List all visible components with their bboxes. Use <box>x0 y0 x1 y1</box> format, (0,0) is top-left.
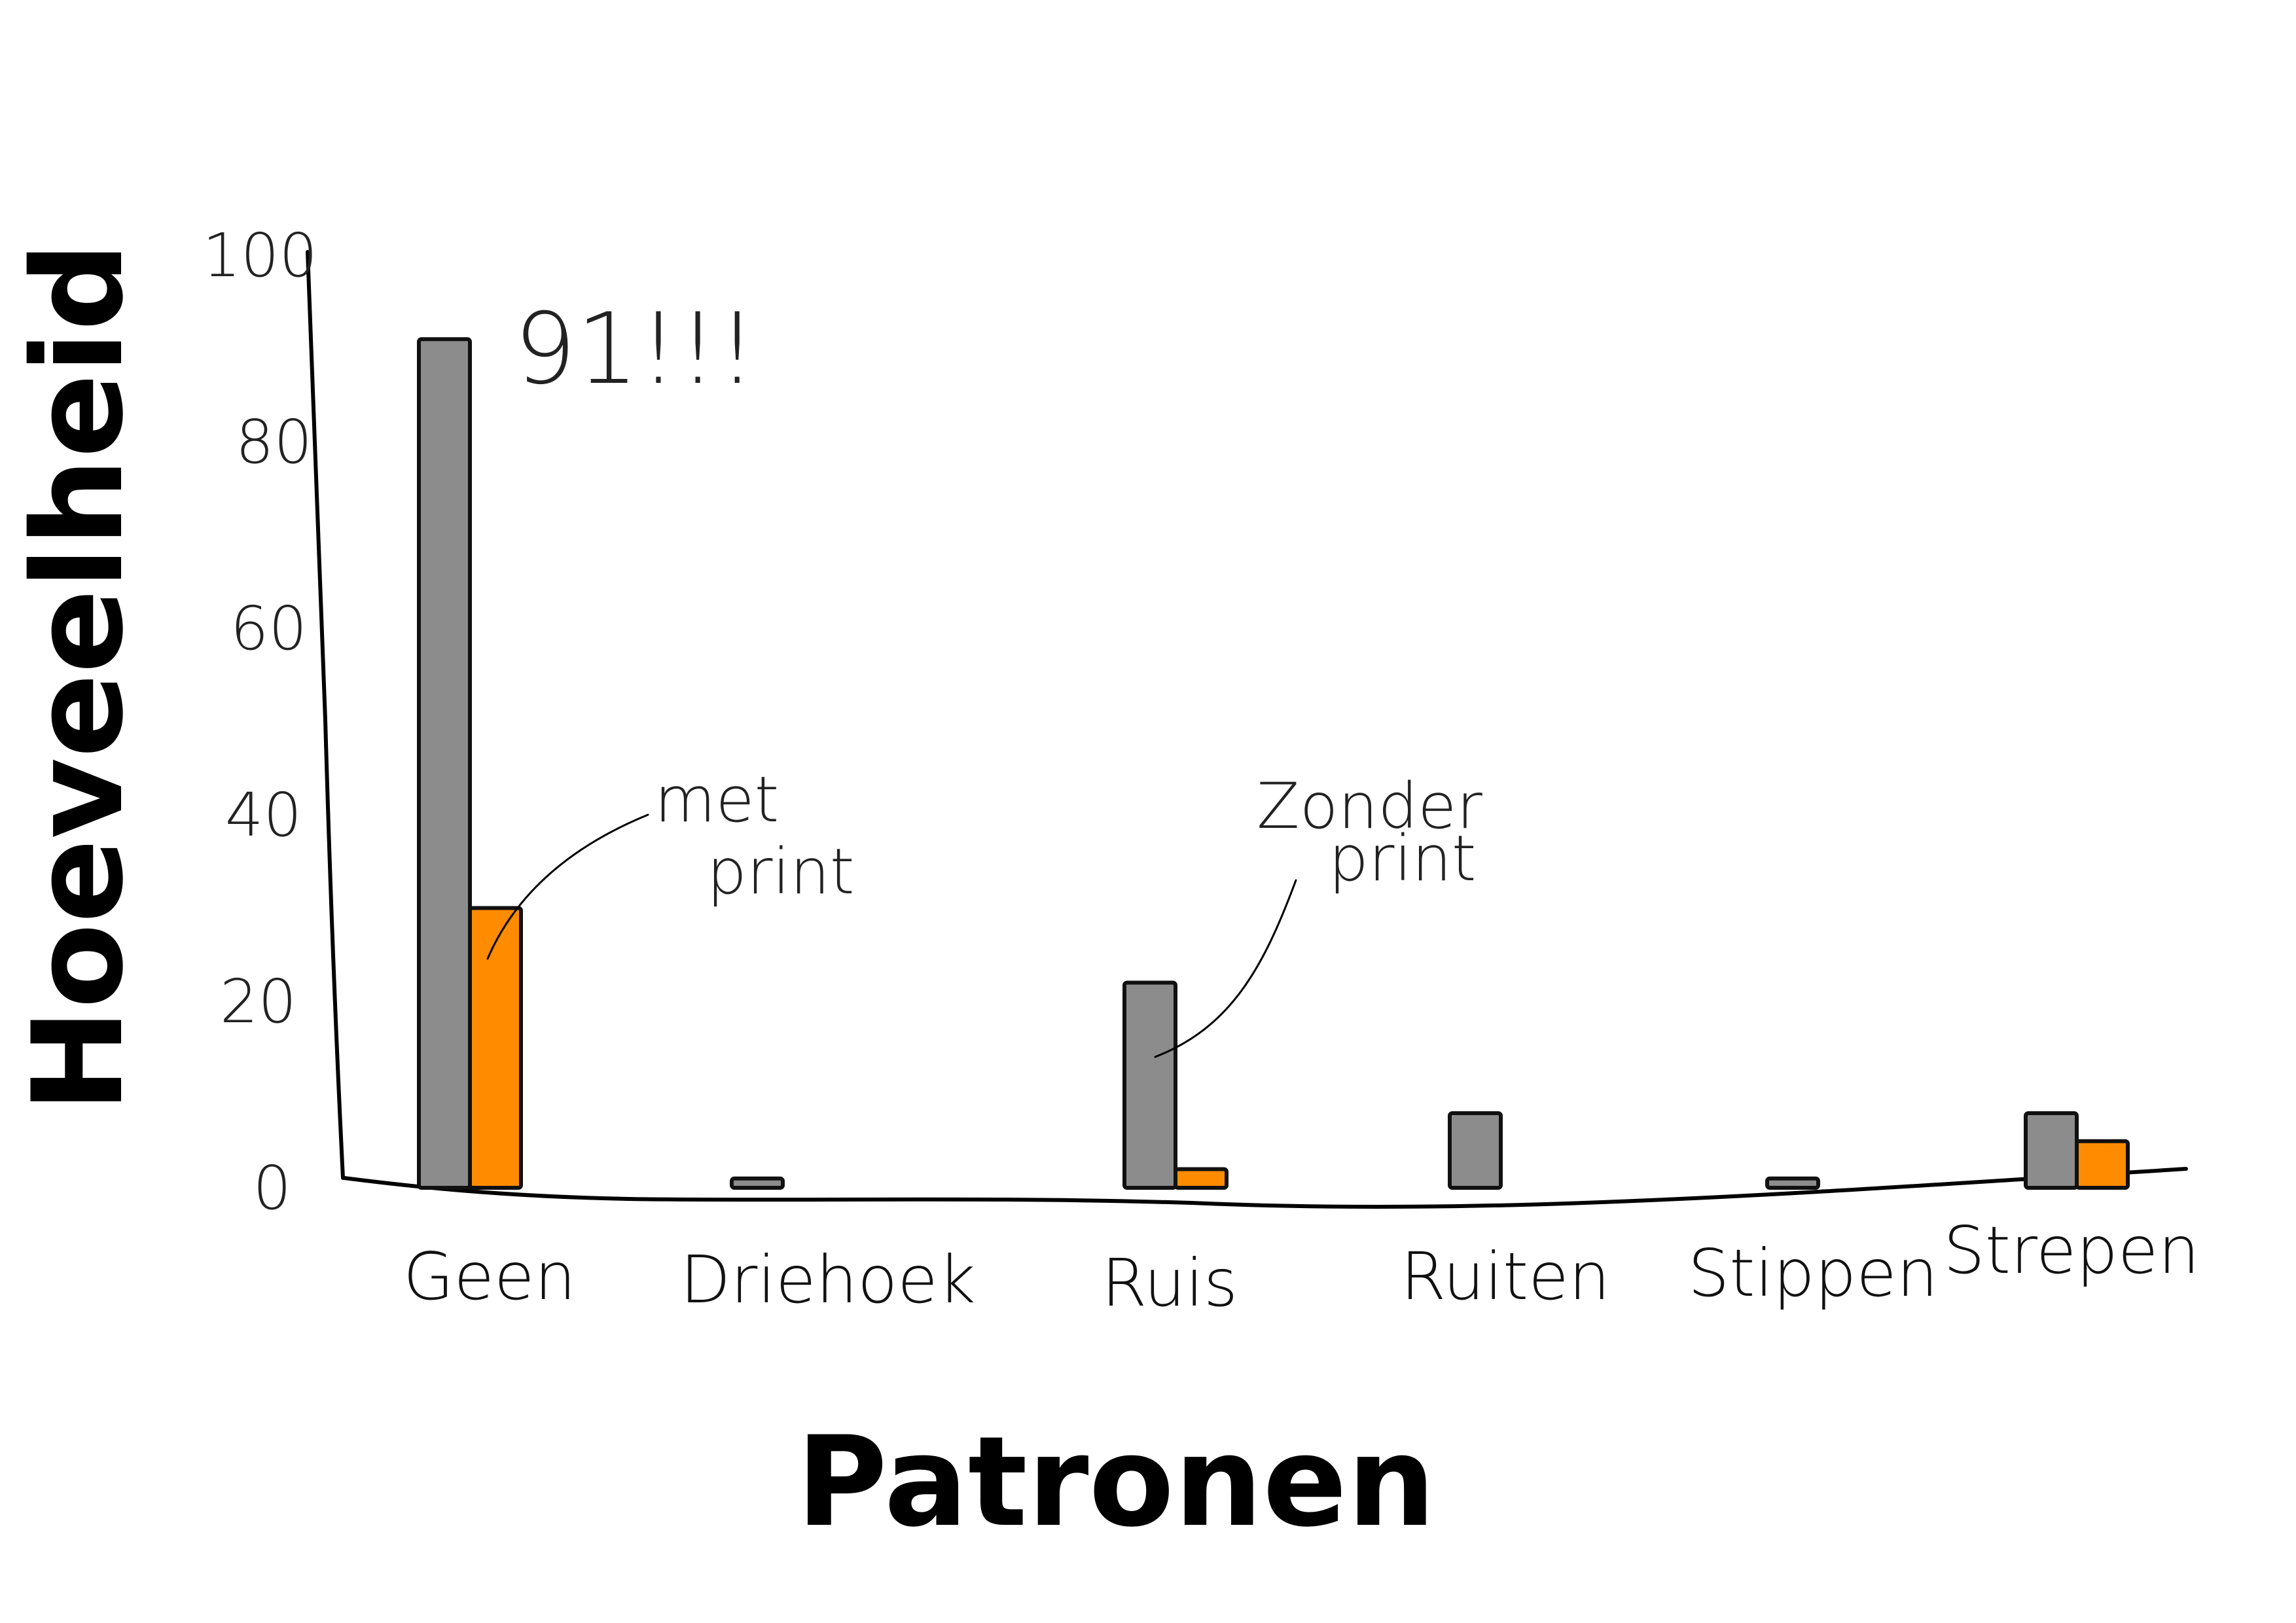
bar-driehoek-zonder-print <box>730 1176 785 1190</box>
met-print-leader-line <box>486 813 649 960</box>
category-label-ruiten: Ruiten <box>1401 1238 1610 1315</box>
peak-annotation: 91!!! <box>514 293 757 406</box>
y-axis-title: Hoeveelheid <box>6 242 151 1113</box>
zonder-print-leader-line <box>1154 879 1297 1058</box>
bar-ruiten-zonder-print <box>1448 1111 1503 1190</box>
bar-ruis-met-print <box>1174 1167 1229 1190</box>
y-axis-line <box>306 250 345 1180</box>
x-axis-title: Patronen <box>797 1410 1436 1554</box>
bar-strepen-zonder-print <box>2024 1111 2079 1190</box>
y-tick-label: 0 <box>253 1153 291 1223</box>
category-label-ruis: Ruis <box>1102 1245 1238 1321</box>
zonder-print-label-line1: Zonder <box>1257 770 1482 843</box>
bar-ruis-zonder-print <box>1122 980 1177 1190</box>
y-tick-label: 100 <box>202 221 317 291</box>
category-label-stippen: Stippen <box>1688 1235 1938 1311</box>
category-labels: Geen Driehoek Ruis Ruiten Stippen Strepen <box>403 1212 2200 1321</box>
y-tick-label: 40 <box>225 780 302 850</box>
bar-strepen-met-print <box>2075 1139 2130 1190</box>
y-tick-label: 20 <box>220 967 296 1037</box>
category-label-strepen: Strepen <box>1943 1212 2200 1289</box>
bar-geen-met-print <box>468 906 523 1190</box>
bars <box>417 337 2130 1190</box>
bar-stippen-zonder-print <box>1765 1176 1820 1190</box>
y-tick-label: 80 <box>236 407 312 477</box>
x-axis-line <box>342 1167 2188 1209</box>
category-label-geen: Geen <box>403 1238 576 1315</box>
met-print-label-line1: met <box>655 763 779 836</box>
y-tick-label: 60 <box>230 594 307 664</box>
category-label-driehoek: Driehoek <box>680 1241 975 1318</box>
met-print-label-line2: print <box>707 835 855 908</box>
y-tick-labels: 0 20 40 60 80 100 <box>202 221 317 1223</box>
zonder-print-label-line2: print <box>1329 822 1477 895</box>
bar-geen-zonder-print <box>417 337 472 1190</box>
